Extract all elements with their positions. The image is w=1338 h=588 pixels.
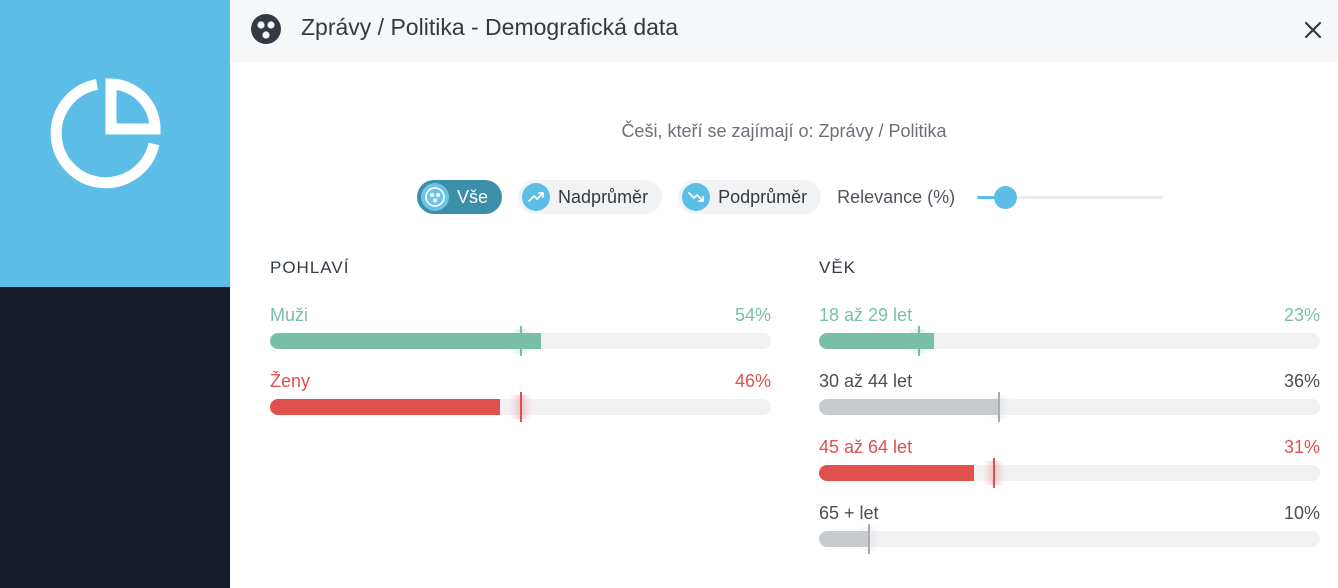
- modal-header: Zprávy / Politika - Demografická data: [230, 0, 1338, 62]
- average-marker: [918, 326, 921, 356]
- average-marker: [519, 326, 522, 356]
- bar-track: [819, 392, 1320, 422]
- filter-below-average-label: Podprůměr: [718, 186, 808, 207]
- filter-above-average-label: Nadprůměr: [558, 186, 649, 207]
- close-icon: [1304, 21, 1322, 39]
- bar-track: [819, 458, 1320, 488]
- audience-subtitle: Češi, kteří se zajímají o: Zprávy / Poli…: [621, 121, 947, 141]
- demographic-row: 30 až 44 let 36%: [819, 371, 1320, 422]
- bar-track: [270, 392, 771, 422]
- filter-all-label: Vše: [457, 186, 489, 207]
- average-marker: [993, 458, 996, 488]
- relevance-slider-fill: [977, 196, 1006, 199]
- row-value: 23%: [1283, 305, 1320, 325]
- average-marker: [868, 524, 871, 554]
- bar-fill: [819, 333, 935, 349]
- relevance-slider-handle[interactable]: [994, 186, 1018, 209]
- bar-track: [270, 326, 771, 356]
- filter-all-button[interactable]: Vše: [417, 180, 503, 214]
- relevance-slider-track[interactable]: [977, 196, 1164, 199]
- row-label: 18 až 29 let: [819, 305, 913, 325]
- trend-down-icon: [682, 183, 711, 211]
- demographic-row: 45 až 64 let 31%: [819, 437, 1320, 488]
- trend-up-icon: [522, 183, 551, 211]
- close-button[interactable]: [1298, 15, 1328, 45]
- pie-chart-logo-icon: [50, 78, 161, 189]
- gender-section-title: POHLAVÍ: [270, 258, 350, 277]
- relevance-slider[interactable]: [977, 180, 1164, 214]
- row-label: 30 až 44 let: [819, 371, 913, 391]
- row-label: 45 až 64 let: [819, 437, 913, 457]
- average-marker: [998, 392, 1001, 422]
- relevance-label: Relevance (%): [837, 186, 956, 207]
- row-value: 31%: [1283, 437, 1320, 457]
- bar-fill: [270, 333, 541, 349]
- sidebar-brand-panel: [0, 0, 230, 287]
- audience-icon: [421, 183, 449, 211]
- sidebar-dark-panel: [0, 287, 230, 588]
- bar-track: [819, 326, 1320, 356]
- bar-fill: [270, 399, 501, 415]
- age-section-title: VĚK: [819, 258, 857, 277]
- demographic-row: 18 až 29 let 23%: [819, 305, 1320, 356]
- demographic-row: Ženy 46%: [270, 371, 771, 422]
- row-value: 54%: [734, 305, 771, 325]
- filter-above-average-button[interactable]: Nadprůměr: [518, 180, 663, 214]
- row-value: 46%: [734, 371, 771, 391]
- audience-icon: [251, 14, 281, 44]
- bar-fill: [819, 399, 1000, 415]
- row-label: Ženy: [270, 371, 311, 391]
- row-value: 10%: [1283, 503, 1320, 523]
- bar-track: [819, 524, 1320, 554]
- row-label: 65 + let: [819, 503, 879, 523]
- filter-bar: Vše Nadprůměr Podprůměr Relevance (%): [417, 180, 1164, 214]
- row-label: Muži: [270, 305, 309, 325]
- filter-below-average-button[interactable]: Podprůměr: [678, 180, 822, 214]
- modal-title: Zprávy / Politika - Demografická data: [301, 14, 679, 40]
- row-value: 36%: [1283, 371, 1320, 391]
- bar-fill: [819, 531, 870, 547]
- demographic-row: Muži 54%: [270, 305, 771, 356]
- demographic-row: 65 + let 10%: [819, 503, 1320, 554]
- age-section: VĚK 18 až 29 let 23% 30 až 44 let 36% 45 až …: [819, 258, 1320, 554]
- bar-fill: [819, 465, 975, 481]
- gender-section: POHLAVÍ Muži 54% Ženy 46%: [270, 258, 771, 422]
- average-marker: [519, 392, 522, 422]
